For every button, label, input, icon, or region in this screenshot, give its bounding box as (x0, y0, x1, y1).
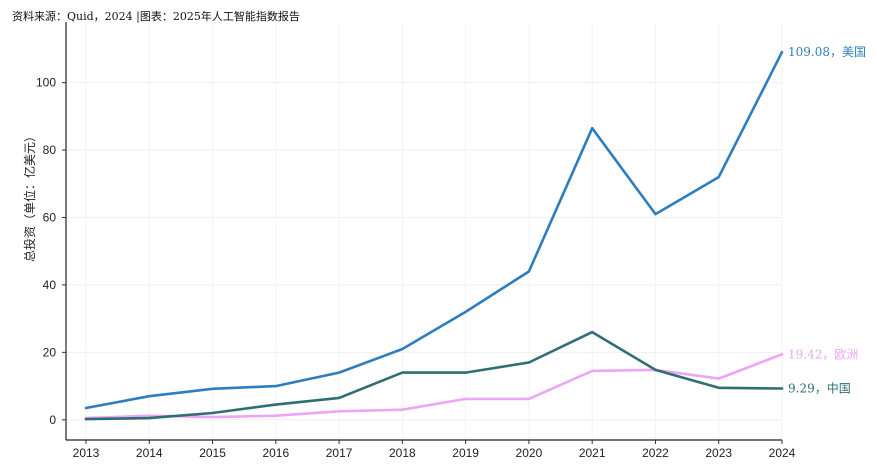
source-note: 资料来源：Quid，2024 |图表：2025年人工智能指数报告 (12, 10, 300, 23)
y-axis-label: 总投资（单位：亿美元） (22, 130, 37, 262)
y-tick-label: 20 (43, 345, 57, 359)
data-point (211, 387, 214, 390)
data-point (464, 397, 467, 401)
data-point (274, 414, 278, 417)
data-point (401, 347, 404, 351)
x-tick-label: 2022 (642, 446, 669, 460)
x-tick-label: 2013 (73, 446, 100, 460)
data-point (401, 408, 404, 411)
gridlines (66, 22, 783, 440)
y-tick-label: 80 (43, 143, 57, 157)
y-tick-label: 60 (43, 211, 57, 225)
series-lines (84, 50, 784, 421)
x-tick-label: 2014 (136, 446, 163, 460)
x-tick-label: 2020 (516, 446, 543, 460)
x-tick-label: 2023 (705, 446, 732, 460)
data-point (464, 310, 467, 314)
data-point (590, 126, 594, 130)
data-point (717, 175, 720, 179)
x-tick-label: 2017 (326, 446, 353, 460)
data-point (590, 330, 594, 334)
data-point (464, 371, 467, 374)
series-line-1 (84, 352, 784, 420)
data-point (337, 410, 341, 413)
data-point (274, 384, 278, 388)
data-point (717, 377, 720, 380)
x-tick-label: 2024 (769, 446, 796, 460)
end-labels: 109.08，美国 19.42，欧洲 9.29，中国 (788, 45, 866, 395)
data-point (148, 416, 151, 420)
data-point (148, 394, 151, 398)
data-point (654, 212, 657, 216)
data-point (527, 397, 531, 401)
x-tick-label: 2018 (389, 446, 416, 460)
end-label-2: 9.29，中国 (788, 380, 851, 395)
y-tick-label: 100 (36, 76, 56, 90)
y-tick-label: 40 (43, 278, 57, 292)
x-tick-label: 2015 (199, 446, 226, 460)
end-label-1: 19.42，欧洲 (788, 347, 858, 361)
data-point (590, 369, 594, 373)
end-label-0: 109.08，美国 (788, 45, 866, 59)
data-point (527, 270, 531, 273)
data-point (337, 396, 341, 400)
data-point (337, 371, 341, 374)
series-line-2 (84, 330, 784, 421)
x-tick-label: 2016 (262, 446, 289, 460)
data-point (780, 353, 784, 356)
data-point (148, 414, 151, 417)
data-point (401, 371, 404, 374)
x-tick-label: 2021 (579, 446, 606, 460)
series-line-0 (84, 50, 784, 410)
data-point (274, 403, 278, 406)
data-point (717, 386, 720, 389)
data-point (84, 406, 88, 410)
x-tick-label: 2019 (452, 446, 479, 460)
data-point (780, 387, 784, 390)
data-point (780, 50, 784, 54)
y-tick-label: 0 (49, 413, 56, 427)
data-point (84, 417, 88, 421)
data-point (211, 411, 214, 415)
data-point (211, 415, 214, 419)
data-point (527, 361, 531, 364)
data-point (654, 368, 657, 372)
axes: 0 20 40 60 80 100 2013 2014 2015 2016 2017 2018 2019… (36, 22, 796, 460)
